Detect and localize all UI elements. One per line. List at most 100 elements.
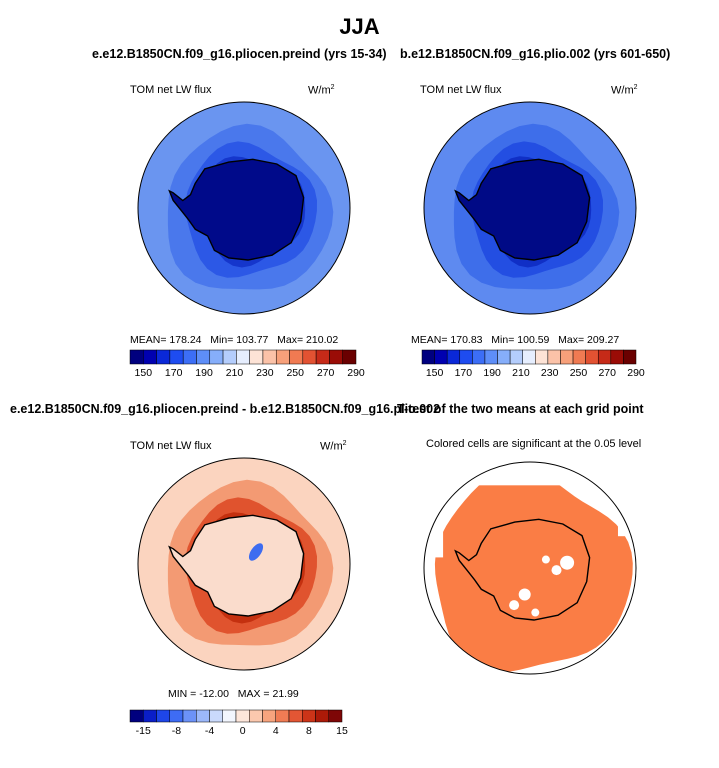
insignificant-patch (518, 588, 531, 601)
colorbar-tick-label: 150 (426, 367, 444, 379)
map-boundary (423, 101, 637, 315)
panel1-variable-label: TOM net LW flux (130, 84, 212, 96)
map-2 (424, 102, 636, 314)
colorbar-swatch (236, 349, 250, 365)
colorbar-swatch (302, 709, 316, 723)
panel2-variable-label: TOM net LW flux (420, 84, 502, 96)
colorbar-tick-label: -4 (205, 725, 214, 737)
colorbar-swatch (585, 349, 599, 365)
colorbar-swatch (275, 709, 290, 723)
coastline (168, 514, 305, 617)
field-core (455, 159, 590, 260)
colorbar-tick-label: 0 (240, 725, 246, 737)
map-1 (138, 102, 350, 314)
colorbar-swatch (623, 349, 637, 365)
colorbar-tick-label: -15 (136, 725, 151, 737)
map-boundary (137, 101, 351, 315)
colorbar-swatch (434, 349, 448, 365)
colorbar-tick-label: 170 (165, 367, 183, 379)
colorbar-swatch (262, 709, 276, 723)
colorbar-tick-label: 190 (483, 367, 501, 379)
coastline (454, 158, 591, 261)
panel3-title: e.e12.B1850CN.f09_g16.pliocen.preind - b… (10, 402, 441, 416)
panel3-variable-label: TOM net LW flux (130, 440, 212, 452)
panel4-title: T-test of the two means at each grid poi… (397, 402, 644, 416)
colorbar-tick-label: 290 (347, 367, 365, 379)
colorbar-swatch (182, 349, 197, 365)
colorbar-swatch (572, 349, 586, 365)
colorbar-swatch (421, 349, 435, 365)
panel1-title: e.e12.B1850CN.f09_g16.pliocen.preind (yr… (92, 47, 387, 61)
colorbar-swatch (222, 709, 237, 723)
main-title: JJA (339, 14, 380, 39)
negative-anomaly (248, 543, 264, 561)
colorbar-swatch (610, 349, 624, 365)
colorbar-swatch (535, 349, 549, 365)
colorbar-swatch (497, 349, 511, 365)
colorbar-swatch (129, 349, 144, 365)
colorbar-swatch (315, 709, 329, 723)
colorbar-tick-label: -8 (172, 725, 181, 737)
panel3-stats: MIN = -12.00 MAX = 21.99 (168, 688, 299, 700)
colorbar-tick-label: 250 (286, 367, 304, 379)
colorbar-tick-label: 150 (135, 367, 153, 379)
field-core (169, 159, 304, 260)
colorbar-swatch (484, 349, 498, 365)
colorbar-tick-label: 190 (195, 367, 213, 379)
colorbar-swatch (315, 349, 330, 365)
colorbar-swatch (196, 349, 211, 365)
colorbar-swatch (459, 349, 473, 365)
colorbar-swatch (143, 709, 157, 723)
colorbar-tick-label: 230 (256, 367, 274, 379)
panel2-title: b.e12.B1850CN.f09_g16.plio.002 (yrs 601-… (400, 47, 671, 61)
colorbar-swatch (222, 349, 237, 365)
colorbar-swatch (560, 349, 574, 365)
colorbar-swatch (302, 349, 317, 365)
colorbar-swatch (249, 349, 264, 365)
colorbar-swatch (196, 709, 210, 723)
panel1-units: W/m2 (308, 84, 335, 97)
colorbar-swatch (446, 349, 461, 365)
colorbar-tick-label: 230 (541, 367, 559, 379)
colorbar-swatch (342, 349, 357, 365)
map-3 (138, 458, 350, 670)
colorbar-swatch (522, 349, 536, 365)
colorbar-swatch (262, 349, 277, 365)
panel1-stats: MEAN= 178.24 Min= 103.77 Max= 210.02 (130, 334, 339, 346)
panel4-subtitle: Colored cells are significant at the 0.0… (426, 438, 642, 450)
colorbar-swatch (209, 709, 223, 723)
colorbar-swatch (288, 709, 303, 723)
field-core (169, 515, 304, 616)
coastline (168, 158, 305, 261)
colorbar-tick-label: 4 (273, 725, 279, 737)
colorbar-swatch (597, 349, 612, 365)
colorbar-tick-label: 8 (306, 725, 312, 737)
insignificant-patch (509, 600, 520, 611)
panel3-units: W/m2 (320, 440, 347, 453)
colorbar-tick-label: 270 (598, 367, 616, 379)
colorbar-tick-label: 210 (226, 367, 244, 379)
colorbar-swatch (182, 709, 197, 723)
colorbar-swatch (328, 709, 343, 723)
colorbar-swatch (547, 349, 561, 365)
map-boundary (137, 457, 351, 671)
colorbar-tick-label: 250 (570, 367, 588, 379)
colorbar-swatch (129, 709, 144, 723)
map-4 (424, 462, 636, 674)
colorbar-swatch (209, 349, 224, 365)
colorbar-tick-label: 15 (336, 725, 348, 737)
colorbar-tick-label: 210 (512, 367, 530, 379)
insignificant-east (617, 462, 636, 537)
panel2-units: W/m2 (611, 84, 638, 97)
colorbar-swatch (169, 349, 184, 365)
insignificant-patch (531, 608, 540, 617)
colorbar-swatch (156, 349, 171, 365)
colorbar-swatch (235, 709, 250, 723)
colorbar-swatch (329, 349, 343, 365)
coastline (454, 518, 591, 621)
insignificant-patch (541, 555, 550, 564)
colorbar-swatch (249, 709, 263, 723)
colorbar-swatch (289, 349, 304, 365)
insignificant-north (424, 462, 636, 486)
